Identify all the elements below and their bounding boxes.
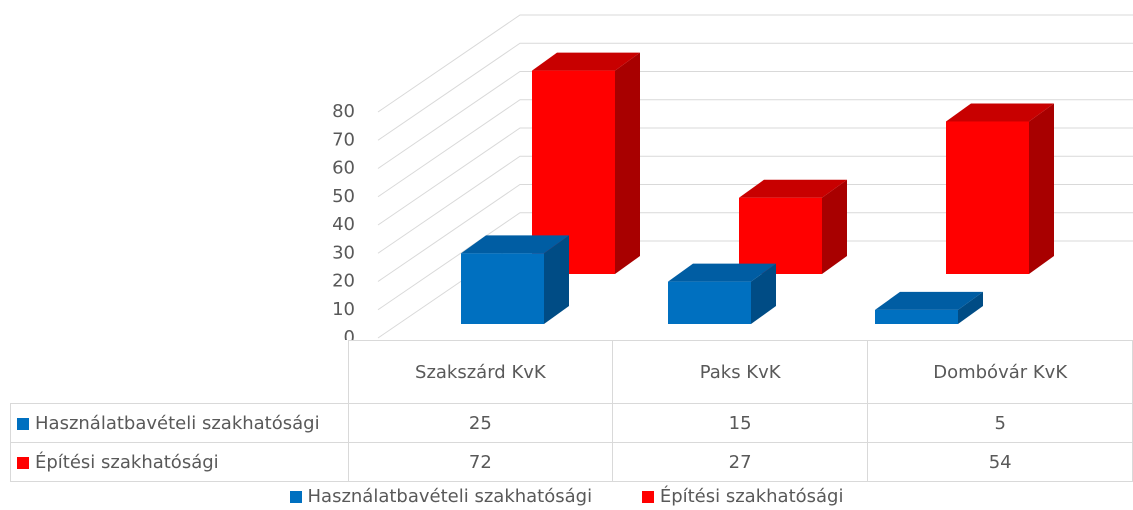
grid-line [377, 184, 1133, 282]
bar-top [739, 179, 847, 198]
y-tick-label: 40 [332, 214, 355, 235]
y-tick-label: 30 [332, 242, 355, 263]
row-label: Építési szakhatósági [10, 442, 349, 482]
series-name: Építési szakhatósági [35, 451, 219, 473]
legend-item: Építési szakhatósági [641, 486, 844, 507]
bar-side [544, 235, 569, 324]
series-name: Használatbavételi szakhatósági [35, 412, 320, 434]
table-value: 54 [867, 442, 1133, 482]
y-tick-label: 70 [332, 129, 355, 150]
y-tick-label: 10 [332, 299, 355, 320]
legend-key [641, 491, 654, 503]
y-tick-label: 0 [344, 327, 355, 340]
grid-line [377, 14, 1133, 113]
legend-key [17, 456, 29, 469]
bar-top [875, 291, 983, 310]
bar [946, 121, 1029, 274]
bar [461, 253, 544, 324]
category-header: Paks KvK [611, 340, 869, 404]
chart: 0 10 20 30 40 50 60 70 80 [332, 14, 1133, 340]
bar-side [1029, 103, 1054, 274]
bar [875, 309, 958, 324]
grid-line [377, 212, 1133, 311]
y-tick-label: 20 [332, 271, 355, 292]
table-value: 15 [611, 403, 869, 443]
table-value: 25 [347, 403, 613, 443]
bar-side [822, 179, 847, 274]
blank-cell [10, 340, 349, 404]
legend-key [17, 417, 29, 430]
legend-key [289, 491, 302, 503]
y-tick-label: 80 [332, 101, 355, 122]
bar-top [668, 263, 776, 282]
table-value: 5 [867, 403, 1133, 443]
grid-line [377, 127, 1133, 226]
bar-top [461, 235, 569, 254]
bar [668, 281, 751, 324]
legend: Használatbavételi szakhatósági Építési s… [0, 486, 1133, 507]
bar-top [946, 103, 1054, 122]
row-label: Használatbavételi szakhatósági [10, 403, 349, 443]
bar-side [958, 291, 983, 324]
y-tick-label: 60 [332, 158, 355, 179]
category-header: Szakszárd KvK [347, 340, 613, 404]
grid-line [377, 71, 1133, 169]
y-tick-label: 50 [332, 186, 355, 207]
table-value: 27 [611, 442, 869, 482]
legend-item: Használatbavételi szakhatósági [289, 486, 593, 507]
category-header: Dombóvár KvK [867, 340, 1133, 404]
bar-side [615, 52, 640, 274]
bar-top [532, 52, 640, 71]
grid-line [377, 155, 1133, 254]
bar [739, 197, 822, 274]
data-table: Szakszárd KvK Paks KvK Dombóvár KvK Hasz… [10, 340, 1133, 482]
legend-label: Használatbavételi szakhatósági [307, 486, 593, 507]
grid-line [377, 42, 1133, 141]
bar-side [751, 263, 776, 324]
legend-label: Építési szakhatósági [659, 486, 844, 507]
grid-line [377, 99, 1133, 198]
table-value: 72 [347, 442, 613, 482]
